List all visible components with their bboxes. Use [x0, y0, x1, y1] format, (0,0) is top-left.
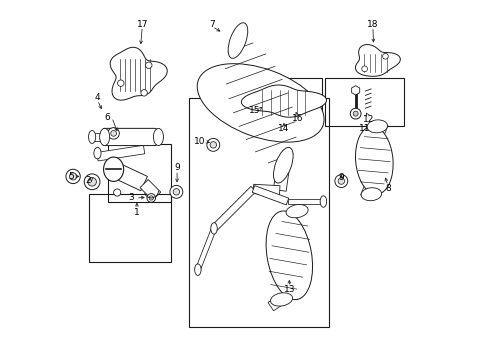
Polygon shape: [92, 134, 104, 140]
Text: 9: 9: [338, 173, 344, 182]
Ellipse shape: [366, 120, 386, 133]
Circle shape: [113, 189, 121, 196]
Text: 15: 15: [248, 105, 260, 114]
Bar: [244, 78, 321, 126]
Ellipse shape: [103, 157, 123, 181]
Circle shape: [206, 138, 219, 151]
Text: 14: 14: [278, 123, 289, 132]
Polygon shape: [375, 122, 387, 134]
Circle shape: [173, 189, 179, 195]
Polygon shape: [110, 162, 147, 191]
Bar: [188, 98, 328, 327]
Ellipse shape: [355, 126, 392, 194]
Circle shape: [69, 173, 77, 180]
Polygon shape: [241, 85, 326, 117]
Polygon shape: [195, 228, 216, 271]
Text: 16: 16: [291, 114, 303, 123]
Bar: [88, 194, 171, 262]
Ellipse shape: [153, 129, 163, 145]
Circle shape: [145, 62, 152, 68]
Ellipse shape: [320, 196, 326, 207]
Circle shape: [334, 175, 347, 188]
Ellipse shape: [285, 204, 307, 218]
Polygon shape: [351, 86, 359, 95]
Bar: [108, 144, 171, 202]
Polygon shape: [211, 186, 256, 231]
Text: 17: 17: [136, 19, 148, 28]
Circle shape: [88, 177, 96, 186]
Circle shape: [117, 80, 124, 86]
Text: 9: 9: [174, 163, 180, 172]
Circle shape: [169, 185, 183, 198]
Ellipse shape: [94, 147, 101, 159]
Ellipse shape: [100, 129, 109, 145]
Text: 4: 4: [95, 93, 100, 102]
Polygon shape: [140, 180, 161, 200]
Circle shape: [108, 128, 119, 139]
Circle shape: [147, 194, 155, 202]
Ellipse shape: [88, 131, 96, 143]
Polygon shape: [97, 145, 144, 161]
Polygon shape: [110, 47, 167, 100]
Ellipse shape: [197, 64, 324, 142]
FancyBboxPatch shape: [102, 129, 157, 145]
Text: 18: 18: [366, 19, 378, 28]
Circle shape: [210, 141, 216, 148]
Text: 3: 3: [128, 193, 134, 202]
Text: 7: 7: [209, 19, 215, 28]
Ellipse shape: [210, 223, 217, 234]
Circle shape: [66, 169, 80, 184]
Ellipse shape: [194, 264, 201, 275]
Ellipse shape: [270, 293, 292, 306]
Circle shape: [337, 178, 344, 184]
Circle shape: [349, 108, 360, 119]
Text: 1: 1: [134, 208, 140, 217]
Ellipse shape: [228, 23, 247, 58]
Text: 13: 13: [283, 285, 294, 294]
Polygon shape: [273, 164, 289, 191]
Ellipse shape: [360, 188, 381, 201]
Circle shape: [382, 53, 387, 59]
Polygon shape: [355, 45, 400, 76]
Ellipse shape: [265, 211, 312, 300]
Text: 10: 10: [194, 137, 205, 146]
Text: 2: 2: [85, 176, 91, 185]
Circle shape: [110, 131, 116, 136]
Circle shape: [84, 174, 100, 190]
Text: 12: 12: [362, 114, 373, 123]
Circle shape: [141, 90, 147, 96]
Text: 8: 8: [384, 184, 390, 193]
Bar: [325, 78, 403, 126]
Polygon shape: [287, 199, 323, 204]
Polygon shape: [360, 186, 372, 199]
Text: 6: 6: [104, 113, 110, 122]
Circle shape: [352, 111, 357, 116]
Polygon shape: [252, 186, 288, 205]
Circle shape: [361, 66, 367, 72]
Text: 11: 11: [358, 123, 369, 132]
Circle shape: [149, 196, 153, 200]
Polygon shape: [267, 295, 284, 311]
Polygon shape: [253, 184, 280, 195]
Text: 5: 5: [69, 172, 74, 181]
Ellipse shape: [273, 148, 292, 183]
